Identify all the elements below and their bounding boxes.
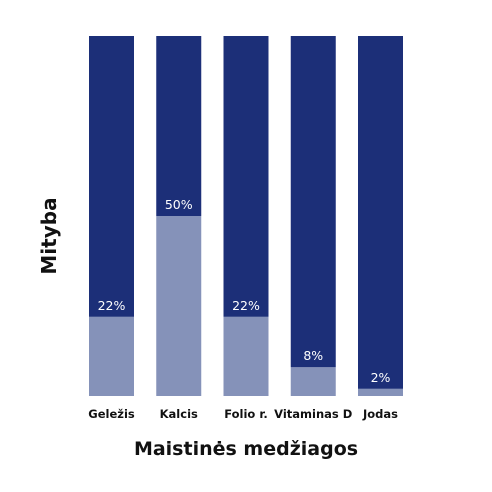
bar-kalcis-segment-1 xyxy=(156,216,202,396)
bar-folio-r-segment-1 xyxy=(223,316,269,396)
bar-vitaminas-d-segment-2 xyxy=(290,36,336,368)
bar-jodas-segment-2 xyxy=(358,36,403,389)
x-axis-label: Maistinės medžiagos xyxy=(134,438,358,460)
y-axis-label: Mityba xyxy=(37,197,61,274)
data-label-kalcis: 50% xyxy=(165,197,193,212)
bar-gelezis-segment-2 xyxy=(89,36,134,317)
bar-vitaminas-d-segment-1 xyxy=(290,367,336,396)
x-tick-label-kalcis: Kalcis xyxy=(160,407,198,421)
bars-layer xyxy=(89,36,403,396)
bar-kalcis-segment-2 xyxy=(156,36,202,216)
x-tick-label-vitaminas-d: Vitaminas D xyxy=(274,407,352,421)
bar-gelezis-segment-1 xyxy=(89,316,134,396)
bar-jodas-segment-1 xyxy=(358,388,403,396)
data-label-gelezis: 22% xyxy=(98,298,126,313)
x-tick-label-folio-r: Folio r. xyxy=(224,407,267,421)
x-tick-label-jodas: Jodas xyxy=(362,407,398,421)
x-tick-labels: Geležis Kalcis Folio r. Vitaminas D Jodas xyxy=(88,407,398,421)
data-label-jodas: 2% xyxy=(371,370,391,385)
data-label-folio-r: 22% xyxy=(232,298,260,313)
data-label-vitaminas-d: 8% xyxy=(303,348,323,363)
bar-folio-r-segment-2 xyxy=(223,36,269,317)
x-tick-label-gelezis: Geležis xyxy=(88,407,135,421)
data-labels-layer: 22% 50% 22% 8% 2% xyxy=(98,197,391,385)
